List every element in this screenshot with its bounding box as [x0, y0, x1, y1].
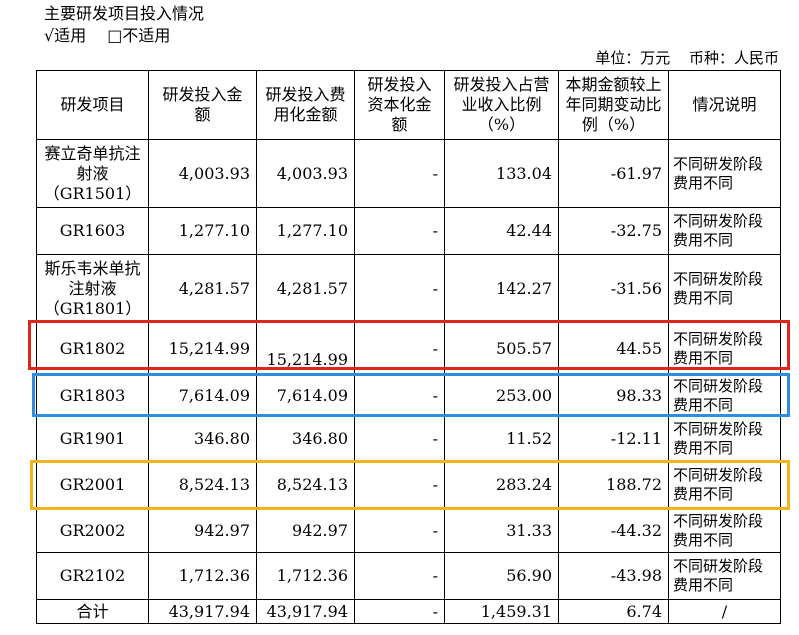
table-row: GR2102 1,712.36 1,712.36 - 56.90 -43.98 …: [36, 552, 781, 600]
not-applicable-option: □不适用: [107, 26, 171, 45]
capitalized-cell: -: [354, 139, 445, 208]
total-rd-investment-cell: 43,917.94: [148, 599, 257, 624]
revenue-ratio-cell: 56.90: [444, 552, 559, 600]
note-cell: 不同研发阶段费用不同: [668, 460, 781, 510]
rd-investment-cell: 942.97: [148, 509, 257, 553]
note-cell: 不同研发阶段费用不同: [668, 552, 781, 600]
project-cell: GR2002: [36, 509, 149, 553]
project-cell: GR1901: [36, 416, 149, 461]
unit-label: 单位：万元: [595, 49, 671, 67]
expensed-cell: 15,214.99: [256, 322, 355, 375]
table-row: GR2001 8,524.13 8,524.13 - 283.24 188.72…: [36, 460, 781, 510]
column-header-rd-investment: 研发投入金额: [148, 70, 257, 140]
project-cell: 赛立奇单抗注射液（GR1501）: [36, 139, 149, 208]
applicable-option: √适用: [44, 26, 87, 45]
column-header-note: 情况说明: [668, 70, 781, 140]
note-cell: 不同研发阶段费用不同: [668, 374, 781, 417]
expensed-cell: 8,524.13: [256, 460, 355, 510]
note-cell: 不同研发阶段费用不同: [668, 139, 781, 208]
column-header-capitalized: 研发投入资本化金额: [354, 70, 445, 140]
column-header-project: 研发项目: [36, 70, 149, 140]
capitalized-cell: -: [354, 460, 445, 510]
expensed-cell: 4,281.57: [256, 254, 355, 323]
table-row: 赛立奇单抗注射液（GR1501） 4,003.93 4,003.93 - 133…: [36, 139, 781, 208]
expensed-cell: 7,614.09: [256, 374, 355, 417]
revenue-ratio-cell: 31.33: [444, 509, 559, 553]
expensed-cell: 4,003.93: [256, 139, 355, 208]
project-cell: 斯乐韦米单抗注射液（GR1801）: [36, 254, 149, 323]
applicability-options: √适用 □不适用: [44, 26, 186, 46]
yoy-change-cell: -32.75: [558, 207, 669, 255]
yoy-change-cell: 188.72: [558, 460, 669, 510]
total-note-cell: /: [668, 599, 781, 624]
table-row: 斯乐韦米单抗注射液（GR1801） 4,281.57 4,281.57 - 14…: [36, 254, 781, 323]
expensed-cell: 346.80: [256, 416, 355, 461]
capitalized-cell: -: [354, 552, 445, 600]
rd-investment-cell: 15,214.99: [148, 322, 257, 375]
rd-investment-cell: 1,277.10: [148, 207, 257, 255]
expensed-cell: 942.97: [256, 509, 355, 553]
rd-investment-cell: 4,281.57: [148, 254, 257, 323]
note-cell: 不同研发阶段费用不同: [668, 254, 781, 323]
capitalized-cell: -: [354, 374, 445, 417]
revenue-ratio-cell: 133.04: [444, 139, 559, 208]
revenue-ratio-cell: 11.52: [444, 416, 559, 461]
table-header-row: 研发项目 研发投入金额 研发投入费用化金额 研发投入资本化金额 研发投入占营业收…: [36, 70, 781, 140]
table-row: GR1802 15,214.99 15,214.99 - 505.57 44.5…: [36, 322, 781, 375]
total-yoy-change-cell: 6.74: [558, 599, 669, 624]
project-cell: GR1603: [36, 207, 149, 255]
yoy-change-cell: -61.97: [558, 139, 669, 208]
expensed-cell: 1,277.10: [256, 207, 355, 255]
table-row: GR1901 346.80 346.80 - 11.52 -12.11 不同研发…: [36, 416, 781, 461]
project-cell: GR2001: [36, 460, 149, 510]
total-revenue-ratio-cell: 1,459.31: [444, 599, 559, 624]
column-header-expensed: 研发投入费用化金额: [256, 70, 355, 140]
yoy-change-cell: -31.56: [558, 254, 669, 323]
yoy-change-cell: -12.11: [558, 416, 669, 461]
rd-investment-cell: 346.80: [148, 416, 257, 461]
capitalized-cell: -: [354, 416, 445, 461]
rd-projects-table: 研发项目 研发投入金额 研发投入费用化金额 研发投入资本化金额 研发投入占营业收…: [36, 70, 781, 624]
rd-investment-cell: 1,712.36: [148, 552, 257, 600]
revenue-ratio-cell: 42.44: [444, 207, 559, 255]
yoy-change-cell: 98.33: [558, 374, 669, 417]
total-label-cell: 合计: [36, 599, 149, 624]
capitalized-cell: -: [354, 322, 445, 375]
table-total-row: 合计 43,917.94 43,917.94 - 1,459.31 6.74 /: [36, 599, 781, 624]
total-expensed-cell: 43,917.94: [256, 599, 355, 624]
expensed-cell: 1,712.36: [256, 552, 355, 600]
rd-investment-cell: 7,614.09: [148, 374, 257, 417]
capitalized-cell: -: [354, 254, 445, 323]
rd-investment-cell: 8,524.13: [148, 460, 257, 510]
project-cell: GR1803: [36, 374, 149, 417]
yoy-change-cell: -43.98: [558, 552, 669, 600]
unit-currency-line: 单位：万元 币种：人民币: [581, 48, 779, 68]
project-cell: GR1802: [36, 322, 149, 375]
column-header-yoy-change: 本期金额较上年同期变动比例（%）: [558, 70, 669, 140]
revenue-ratio-cell: 505.57: [444, 322, 559, 375]
note-cell: 不同研发阶段费用不同: [668, 416, 781, 461]
revenue-ratio-cell: 142.27: [444, 254, 559, 323]
total-capitalized-cell: -: [354, 599, 445, 624]
revenue-ratio-cell: 253.00: [444, 374, 559, 417]
column-header-revenue-ratio: 研发投入占营业收入比例（%）: [444, 70, 559, 140]
capitalized-cell: -: [354, 509, 445, 553]
yoy-change-cell: 44.55: [558, 322, 669, 375]
table-row: GR1803 7,614.09 7,614.09 - 253.00 98.33 …: [36, 374, 781, 417]
capitalized-cell: -: [354, 207, 445, 255]
yoy-change-cell: -44.32: [558, 509, 669, 553]
note-cell: 不同研发阶段费用不同: [668, 207, 781, 255]
table-row: GR2002 942.97 942.97 - 31.33 -44.32 不同研发…: [36, 509, 781, 553]
project-cell: GR2102: [36, 552, 149, 600]
currency-label: 币种：人民币: [688, 49, 779, 67]
note-cell: 不同研发阶段费用不同: [668, 322, 781, 375]
section-title: 主要研发项目投入情况: [44, 4, 205, 23]
table-row: GR1603 1,277.10 1,277.10 - 42.44 -32.75 …: [36, 207, 781, 255]
rd-investment-cell: 4,003.93: [148, 139, 257, 208]
note-cell: 不同研发阶段费用不同: [668, 509, 781, 553]
revenue-ratio-cell: 283.24: [444, 460, 559, 510]
